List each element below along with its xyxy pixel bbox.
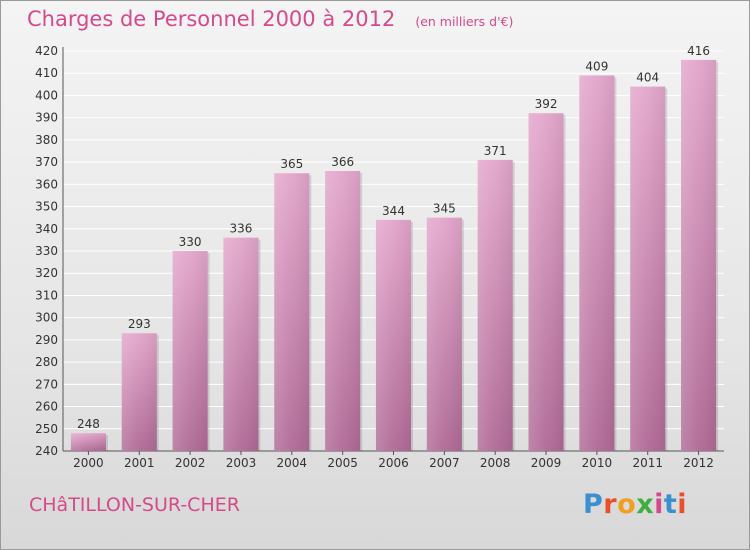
x-tick-label: 2002	[175, 456, 206, 470]
y-tick-label: 280	[35, 355, 58, 369]
y-tick-label: 360	[35, 177, 58, 191]
y-tick-label: 250	[35, 422, 58, 436]
bar-highlight	[426, 217, 462, 451]
data-label: 371	[484, 144, 507, 158]
y-tick-label: 420	[35, 44, 58, 58]
logo-letter: i	[677, 489, 688, 520]
y-tick-label: 320	[35, 266, 58, 280]
x-tick-label: 2005	[327, 456, 358, 470]
x-tick-label: 2004	[277, 456, 308, 470]
y-tick-label: 240	[35, 444, 58, 458]
x-tick-label: 2000	[73, 456, 104, 470]
data-label: 366	[331, 155, 354, 169]
y-tick-label: 290	[35, 333, 58, 347]
chart-title-text: Charges de Personnel 2000 à 2012	[27, 7, 396, 31]
data-label: 293	[128, 317, 151, 331]
bar-highlight	[223, 237, 259, 451]
city-name: CHâTILLON-SUR-CHER	[29, 494, 240, 516]
x-tick-label: 2001	[124, 456, 155, 470]
bar-highlight	[70, 433, 106, 451]
y-tick-label: 330	[35, 244, 58, 258]
data-label: 392	[535, 97, 558, 111]
y-tick-label: 350	[35, 200, 58, 214]
y-tick-label: 300	[35, 311, 58, 325]
x-tick-label: 2012	[683, 456, 714, 470]
data-label: 330	[179, 235, 202, 249]
x-tick-label: 2003	[226, 456, 257, 470]
bar-highlight	[681, 59, 717, 452]
logo-letter: r	[603, 489, 618, 520]
data-label: 365	[280, 157, 303, 171]
y-tick-label: 340	[35, 222, 58, 236]
data-label: 404	[636, 71, 659, 85]
bar-highlight	[172, 251, 208, 451]
bar-highlight	[630, 86, 666, 452]
y-tick-label: 260	[35, 400, 58, 414]
logo-letter: x	[636, 489, 655, 520]
proxiti-logo: Proxiti	[583, 489, 687, 520]
y-tick-label: 310	[35, 288, 58, 302]
logo-letter: t	[663, 489, 678, 520]
bar-highlight	[121, 333, 157, 451]
bar-highlight	[274, 173, 310, 451]
x-tick-label: 2006	[378, 456, 409, 470]
logo-letter: P	[583, 489, 604, 520]
chart-subtitle: (en milliers d'€)	[415, 14, 514, 29]
bar-highlight	[477, 159, 513, 451]
y-tick-label: 400	[35, 88, 58, 102]
data-label: 336	[230, 222, 253, 236]
logo-letter: i	[654, 489, 664, 520]
data-label: 248	[77, 417, 100, 431]
y-tick-label: 390	[35, 111, 58, 125]
y-tick-label: 370	[35, 155, 58, 169]
bar-highlight	[528, 113, 564, 451]
y-tick-label: 410	[35, 66, 58, 80]
data-label: 416	[687, 44, 710, 58]
y-tick-label: 270	[35, 377, 58, 391]
data-label: 344	[382, 204, 405, 218]
data-label: 409	[585, 59, 608, 73]
x-tick-label: 2008	[480, 456, 511, 470]
chart-title: Charges de Personnel 2000 à 2012 (en mill…	[27, 7, 513, 31]
bar-highlight	[579, 75, 615, 451]
logo-letter: o	[617, 489, 637, 520]
x-tick-label: 2010	[582, 456, 613, 470]
data-label: 345	[433, 202, 456, 216]
y-tick-label: 380	[35, 133, 58, 147]
x-tick-label: 2007	[429, 456, 460, 470]
bar-highlight	[325, 171, 361, 451]
x-tick-label: 2011	[632, 456, 663, 470]
x-tick-label: 2009	[531, 456, 562, 470]
bar-highlight	[375, 219, 412, 451]
